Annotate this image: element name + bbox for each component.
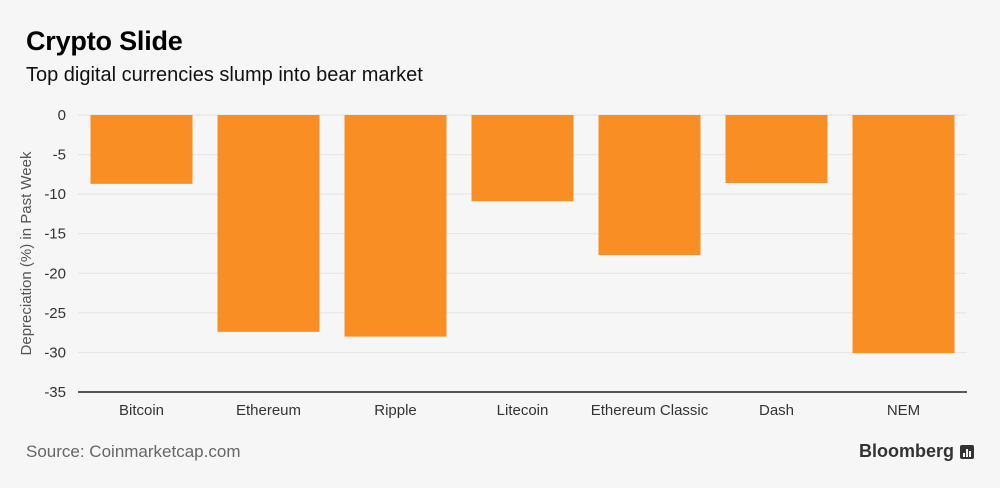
bar-ethereum-classic	[598, 115, 701, 256]
y-tick-label: -15	[44, 226, 66, 243]
y-tick-label: -30	[44, 344, 66, 361]
y-axis-ticks: 0 -5 -10 -15 -20 -25 -30 -35	[44, 107, 66, 401]
bar-ethereum	[217, 115, 320, 332]
source-note: Source: Coinmarketcap.com	[26, 442, 241, 461]
bar-bitcoin	[90, 115, 193, 184]
brand-name: Bloomberg	[858, 441, 954, 461]
bar-dash	[725, 115, 828, 184]
bars	[90, 115, 955, 354]
chart-subtitle: Top digital currencies slump into bear m…	[26, 64, 423, 86]
brand-logo: Bloomberg	[859, 441, 974, 462]
x-tick-label: Ethereum Classic	[591, 402, 709, 419]
chart-title: Crypto Slide	[26, 26, 183, 56]
y-tick-label: 0	[58, 107, 66, 124]
x-tick-label: Litecoin	[497, 402, 549, 419]
y-tick-label: -5	[53, 147, 66, 164]
y-tick-label: -25	[44, 305, 66, 322]
x-tick-label: Dash	[759, 402, 794, 419]
bar-litecoin	[471, 115, 574, 202]
x-tick-label: Ethereum	[236, 402, 301, 419]
y-tick-label: -35	[44, 384, 66, 401]
x-axis-ticks: Bitcoin Ethereum Ripple Litecoin Ethereum Cl…	[119, 402, 920, 419]
y-axis-label: Depreciation (%) in Past Week	[18, 151, 35, 355]
bar-nem	[852, 115, 955, 354]
x-tick-label: Bitcoin	[119, 402, 164, 419]
y-tick-label: -10	[44, 186, 66, 203]
x-tick-label: Ripple	[374, 402, 417, 419]
x-tick-label: NEM	[887, 402, 920, 419]
y-tick-label: -20	[44, 265, 66, 282]
bar-ripple	[344, 115, 447, 337]
bloomberg-chart-icon	[960, 444, 974, 459]
